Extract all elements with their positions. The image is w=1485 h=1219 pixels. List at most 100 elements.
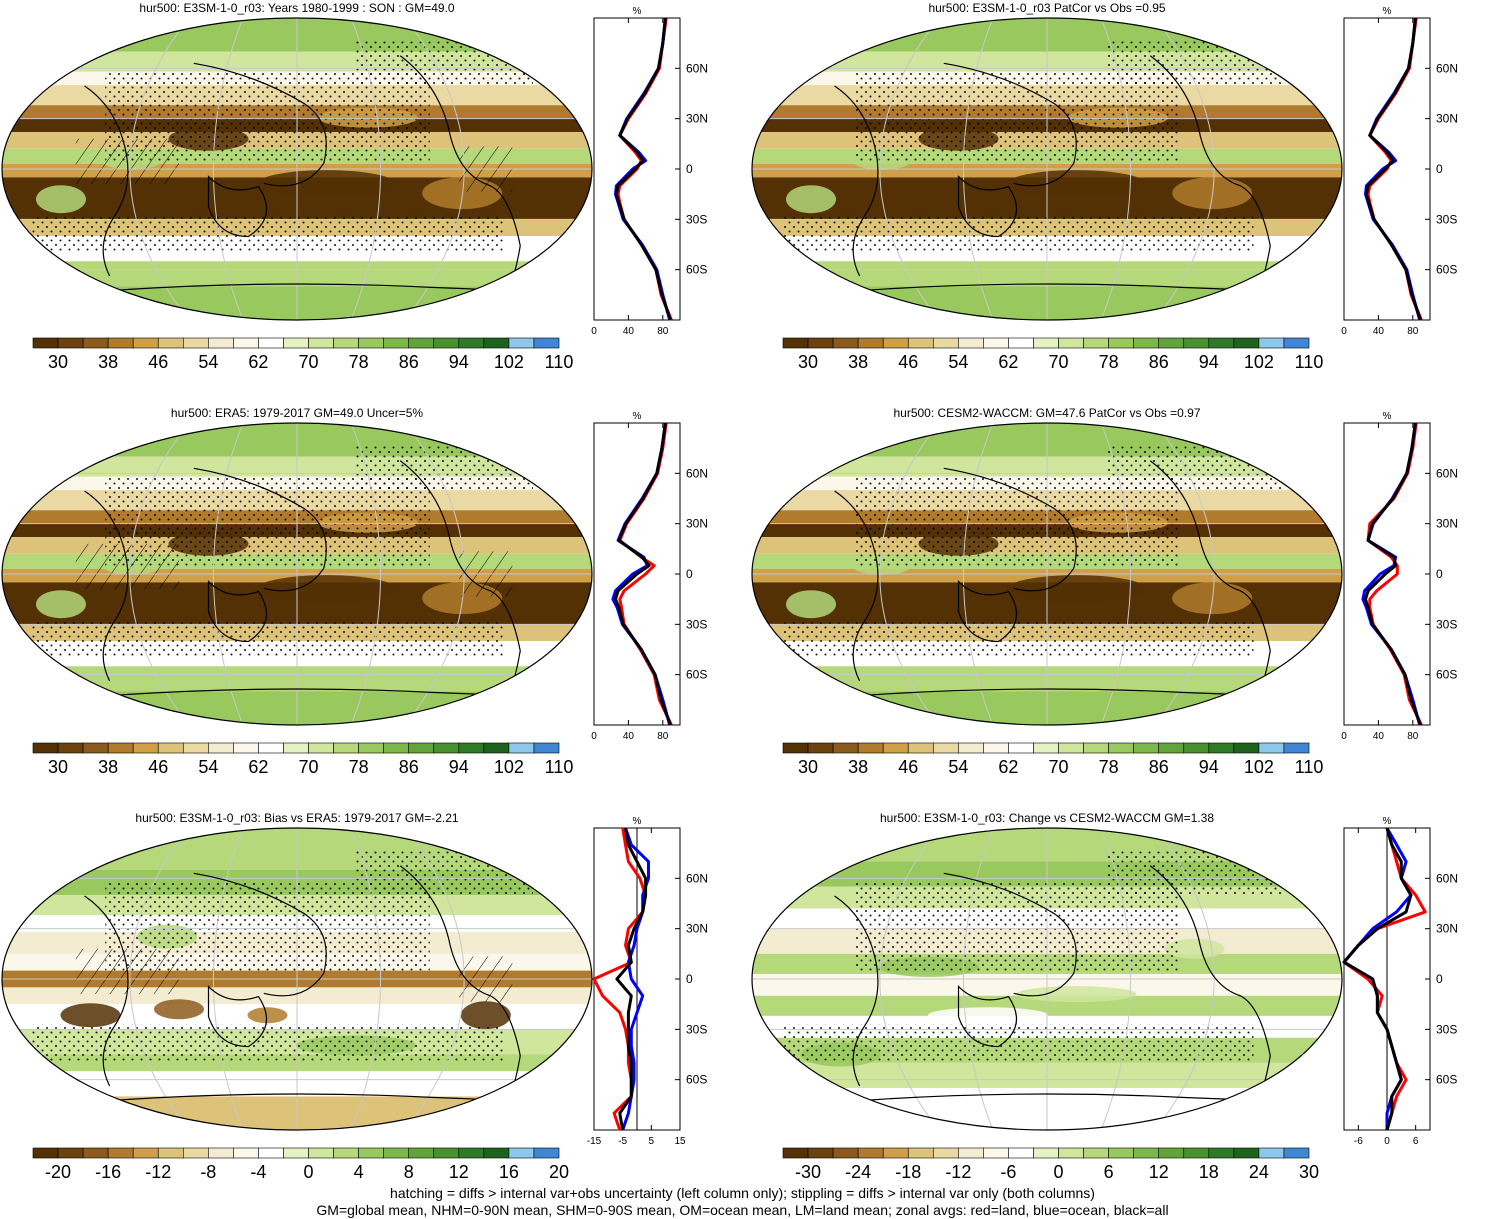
colorbar-box bbox=[1008, 1147, 1034, 1159]
colorbar-box bbox=[132, 337, 159, 349]
colorbar-box bbox=[932, 337, 959, 349]
zonal-series-line-ocean bbox=[611, 422, 672, 726]
zonal-series-line-land bbox=[1366, 422, 1423, 726]
colorbar-box bbox=[533, 337, 560, 349]
zonal-series-line-all bbox=[614, 422, 672, 726]
graticule-meridian bbox=[1100, 828, 1132, 1130]
colorbar-tick-label: 30 bbox=[798, 352, 818, 372]
colorbar-box bbox=[1008, 337, 1034, 349]
map-region bbox=[1006, 575, 1147, 604]
colorbar-tick-label: 30 bbox=[798, 757, 818, 777]
colorbar-box bbox=[1258, 1147, 1285, 1159]
colorbar-box bbox=[1133, 1147, 1160, 1159]
graticule-meridian bbox=[212, 423, 244, 725]
colorbar-box bbox=[983, 337, 1009, 349]
colorbar-box bbox=[208, 337, 234, 349]
colorbar-box bbox=[107, 742, 134, 754]
colorbar-box bbox=[308, 1147, 334, 1159]
colorbar-box bbox=[1108, 337, 1134, 349]
panel-title: hur500: CESM2-WACCM: GM=47.6 PatCor vs O… bbox=[893, 406, 1200, 420]
colorbar-tick-label: 46 bbox=[148, 352, 168, 372]
colorbar-box bbox=[483, 1147, 510, 1159]
colorbar-tick-label: -12 bbox=[145, 1162, 171, 1182]
coastline bbox=[943, 467, 1077, 592]
colorbar-box bbox=[857, 337, 884, 349]
colorbar-box bbox=[533, 742, 560, 754]
map-panel-4 bbox=[752, 423, 1342, 725]
colorbar-box bbox=[283, 337, 309, 349]
map-region bbox=[36, 590, 86, 619]
zonal-lat-label: 60S bbox=[1436, 668, 1457, 682]
zonal-x-label: 15 bbox=[674, 1136, 686, 1147]
zonal-lat-label: 30S bbox=[686, 212, 707, 226]
coastline bbox=[84, 85, 129, 277]
graticule-meridian bbox=[350, 423, 382, 725]
coastline bbox=[31, 1093, 592, 1118]
colorbar-box bbox=[358, 337, 384, 349]
colorbar-tick-label: 62 bbox=[998, 757, 1018, 777]
colorbar-tick-label: 94 bbox=[449, 757, 469, 777]
zonal-lat-label: 60N bbox=[686, 871, 708, 885]
colorbar-tick-label: 30 bbox=[48, 352, 68, 372]
coastline bbox=[943, 872, 1077, 997]
colorbar-box bbox=[32, 337, 59, 349]
coastline bbox=[957, 580, 1018, 643]
zonal-lat-label: 0 bbox=[1436, 162, 1443, 176]
zonal-lat-label: 30N bbox=[1436, 517, 1458, 531]
colorbar-box bbox=[1183, 337, 1210, 349]
colorbar-tick-label: -16 bbox=[95, 1162, 121, 1182]
colorbar-box bbox=[1083, 337, 1109, 349]
zonal-series-line-all bbox=[1364, 422, 1422, 726]
colorbar-tick-label: 30 bbox=[48, 757, 68, 777]
colorbar-box bbox=[508, 337, 535, 349]
colorbar-tick-label: 70 bbox=[299, 757, 319, 777]
colorbar-tick-label: 102 bbox=[1244, 757, 1274, 777]
graticule-meridian bbox=[350, 828, 382, 1130]
colorbar-box bbox=[1133, 337, 1160, 349]
colorbar-tick-label: 62 bbox=[248, 352, 268, 372]
graticule-meridian bbox=[1154, 18, 1215, 320]
colorbar-box bbox=[857, 742, 884, 754]
zonal-unit-label: % bbox=[633, 6, 642, 17]
colorbar-tick-label: 6 bbox=[1104, 1162, 1114, 1182]
colorbar-box bbox=[1108, 1147, 1134, 1159]
map-region bbox=[1016, 986, 1137, 1003]
colorbar-box bbox=[1258, 337, 1285, 349]
stipple-region bbox=[855, 475, 1180, 567]
zonal-x-label: 0 bbox=[591, 326, 597, 337]
zonal-x-label: 80 bbox=[657, 731, 669, 742]
coastline bbox=[834, 490, 879, 682]
colorbar-box bbox=[157, 337, 184, 349]
zonal-lat-label: 30S bbox=[1436, 1022, 1457, 1036]
colorbar-box bbox=[408, 1147, 435, 1159]
stipple-region bbox=[31, 619, 504, 658]
colorbar-tick-label: 86 bbox=[1149, 757, 1169, 777]
colorbar-box bbox=[807, 1147, 834, 1159]
colorbar-tick-label: -8 bbox=[200, 1162, 216, 1182]
colorbar-box bbox=[82, 742, 109, 754]
colorbar-box bbox=[358, 742, 384, 754]
colorbar-tick-label: -18 bbox=[895, 1162, 921, 1182]
zonal-x-label: 80 bbox=[1407, 731, 1419, 742]
colorbar-box bbox=[983, 1147, 1009, 1159]
colorbar-box bbox=[408, 742, 435, 754]
figure-canvas: hur500: E3SM-1-0_r03: Years 1980-1999 : … bbox=[1, 1, 1458, 1182]
colorbar-tick-label: 110 bbox=[1295, 757, 1324, 777]
zonal-x-label: -15 bbox=[587, 1136, 602, 1147]
colorbar-tick-label: 102 bbox=[494, 352, 524, 372]
zonal-lat-label: 60S bbox=[1436, 1073, 1457, 1087]
map-outline bbox=[751, 827, 1343, 1131]
colorbar-tick-label: 70 bbox=[299, 352, 319, 372]
zonal-series-line-land bbox=[1342, 827, 1427, 1131]
colorbar-tick-label: 54 bbox=[198, 757, 218, 777]
colorbar-tick-label: 94 bbox=[1199, 352, 1219, 372]
map-panel-5 bbox=[2, 828, 592, 1130]
zonal-series-line-land bbox=[618, 422, 673, 726]
coastline bbox=[957, 175, 1018, 238]
graticule-meridian bbox=[962, 18, 994, 320]
colorbar-box bbox=[182, 1147, 209, 1159]
map-panel-2 bbox=[752, 18, 1342, 320]
zonal-unit-label: % bbox=[1383, 816, 1392, 827]
colorbar-box bbox=[907, 1147, 934, 1159]
map-region bbox=[154, 999, 204, 1020]
